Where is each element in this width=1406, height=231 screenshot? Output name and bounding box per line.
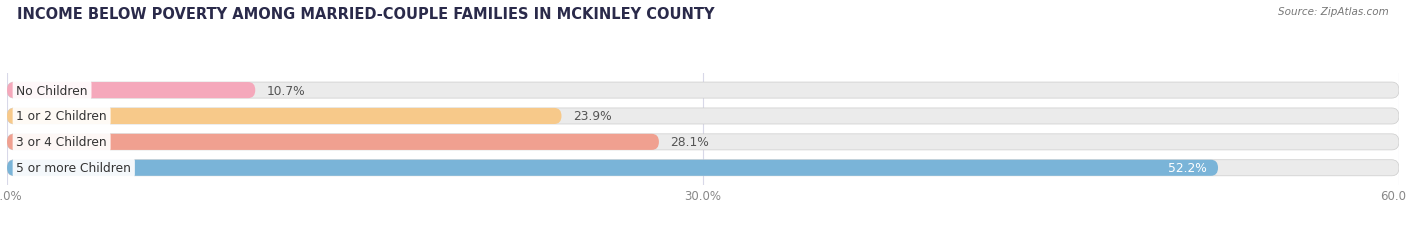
Text: 10.7%: 10.7% [267, 84, 305, 97]
Text: INCOME BELOW POVERTY AMONG MARRIED-COUPLE FAMILIES IN MCKINLEY COUNTY: INCOME BELOW POVERTY AMONG MARRIED-COUPL… [17, 7, 714, 22]
FancyBboxPatch shape [7, 109, 1399, 125]
Text: 1 or 2 Children: 1 or 2 Children [17, 110, 107, 123]
FancyBboxPatch shape [7, 83, 256, 99]
FancyBboxPatch shape [7, 109, 561, 125]
Text: 23.9%: 23.9% [574, 110, 612, 123]
Text: No Children: No Children [17, 84, 87, 97]
Text: 5 or more Children: 5 or more Children [17, 161, 131, 174]
FancyBboxPatch shape [7, 83, 1399, 99]
FancyBboxPatch shape [7, 160, 1399, 176]
Text: 28.1%: 28.1% [671, 136, 709, 149]
Text: 3 or 4 Children: 3 or 4 Children [17, 136, 107, 149]
FancyBboxPatch shape [7, 134, 1399, 150]
FancyBboxPatch shape [7, 134, 659, 150]
Text: 52.2%: 52.2% [1167, 161, 1206, 174]
FancyBboxPatch shape [7, 160, 1218, 176]
Text: Source: ZipAtlas.com: Source: ZipAtlas.com [1278, 7, 1389, 17]
